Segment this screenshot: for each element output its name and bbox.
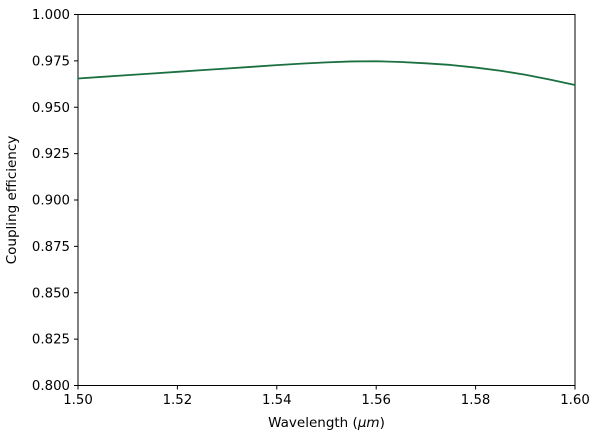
plot-dynamic-layer: 1.50 1.52 1.54 1.56 1.58 1.60 0.800 0.825 0.850 0… bbox=[32, 8, 590, 408]
x-axis-label-prefix: Wavelength ( bbox=[268, 415, 358, 431]
efficiency-curve bbox=[77, 60, 576, 86]
y-tick-label: 0.850 bbox=[32, 286, 70, 301]
x-tick-label: 1.58 bbox=[461, 393, 491, 408]
y-tick-label: 0.900 bbox=[32, 194, 70, 209]
x-axis-label-suffix: ) bbox=[380, 415, 385, 431]
x-tick-label: 1.60 bbox=[560, 393, 590, 408]
x-tick-label: 1.52 bbox=[163, 393, 193, 408]
y-tick-label: 0.950 bbox=[32, 101, 70, 116]
y-tick-label: 0.925 bbox=[32, 147, 70, 162]
x-axis-label-unit: μm bbox=[357, 415, 380, 431]
x-tick-label: 1.56 bbox=[361, 393, 391, 408]
y-tick-label: 0.875 bbox=[32, 240, 70, 255]
y-tick-label: 0.975 bbox=[32, 54, 70, 69]
x-axis-label: Wavelength (μm) bbox=[268, 415, 385, 431]
y-tick-label: 0.800 bbox=[32, 379, 70, 394]
y-tick-label: 0.825 bbox=[32, 333, 70, 348]
y-tick-label: 1.000 bbox=[32, 8, 70, 23]
y-axis-label: Coupling efficiency bbox=[4, 136, 20, 265]
x-tick-label: 1.54 bbox=[262, 393, 292, 408]
x-tick-label: 1.50 bbox=[63, 393, 93, 408]
